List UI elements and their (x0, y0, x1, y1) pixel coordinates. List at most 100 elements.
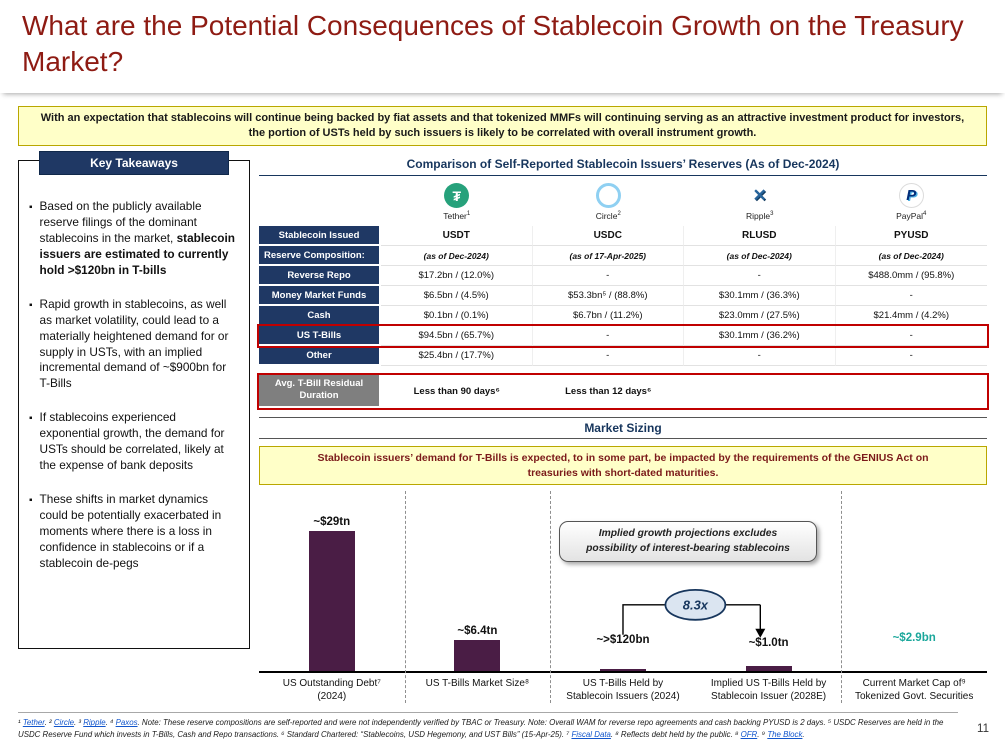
footnote-link[interactable]: Tether (22, 718, 45, 728)
issuer-name: PayPal4 (896, 211, 927, 222)
table-cell (684, 375, 836, 408)
table-cell: - (835, 326, 987, 347)
bar-value-label: ~$2.9bn (892, 632, 936, 645)
row-label: Cash (259, 306, 379, 325)
main-column: Comparison of Self-Reported Stablecoin I… (259, 154, 987, 704)
table-cell: $23.0mm / (27.5%) (684, 306, 836, 327)
table-cell: - (835, 346, 987, 367)
footnote-text: ¹ (18, 718, 23, 728)
row-label: US T-Bills (259, 326, 379, 345)
bullet-icon: ▪ (29, 413, 33, 425)
table-cell: (as of Dec-2024) (684, 246, 836, 267)
chart-category: ~>$120bn (550, 634, 696, 672)
page-title: What are the Potential Consequences of S… (22, 10, 964, 78)
bar (745, 666, 792, 672)
row-other: Other $25.4bn / (17.7%) - - - (259, 346, 987, 367)
reserves-table: Stablecoin Issued USDT USDC RLUSD PYUSD Reser… (259, 226, 987, 408)
circle-icon (595, 183, 621, 209)
row-reverse-repo: Reverse Repo $17.2bn / (12.0%) - - $488.0mm … (259, 266, 987, 287)
bar (308, 531, 355, 672)
chart-divider (841, 491, 843, 704)
table-cell: $6.5bn / (4.5%) (381, 286, 533, 307)
footnote-link[interactable]: Paxos (115, 718, 138, 728)
row-cash: Cash $0.1bn / (0.1%) $6.7bn / (11.2%) $23.0… (259, 306, 987, 327)
table-cell: (as of Dec-2024) (381, 246, 533, 267)
issuer-header: Circle2 (533, 183, 685, 221)
footnote-link[interactable]: The Block (767, 729, 803, 739)
growth-projection-callout: Implied growth projections excludes poss… (559, 521, 817, 562)
footnote-text: . Note: These reserve compositions are s… (18, 718, 944, 739)
table-cell: PYUSD (835, 226, 987, 247)
chart-divider (404, 491, 406, 704)
tether-icon: ₮ (444, 183, 470, 209)
footnote-text: . ² (44, 718, 54, 728)
row-label: Avg. T-Bill Residual Duration (259, 375, 379, 406)
takeaway-text: If stablecoins experienced exponential g… (39, 410, 225, 473)
takeaway-text: These shifts in market dynamics could be… (39, 491, 222, 570)
bullet-icon: ▪ (29, 202, 33, 214)
row-label: Stablecoin Issued (259, 226, 379, 245)
table-cell: USDC (532, 226, 684, 247)
row-label: Money Market Funds (259, 286, 379, 305)
row-stablecoin-issued: Stablecoin Issued USDT USDC RLUSD PYUSD (259, 226, 987, 247)
table-cell: $0.1bn / (0.1%) (381, 306, 533, 327)
page-number: 11 (977, 723, 989, 735)
key-takeaways-header: Key Takeaways (39, 151, 229, 176)
footnote-text: . ³ (74, 718, 84, 728)
table-cell: - (684, 346, 836, 367)
key-takeaways-panel: Key Takeaways ▪ Based on the publicly ava… (18, 151, 250, 650)
chart-category-label: US Outstanding Debt⁷ (2024) (282, 678, 381, 703)
row-money-market-funds: Money Market Funds $6.5bn / (4.5%) $53.3bn… (259, 286, 987, 307)
chart-category-label: US T-Bills Market Size⁸ (425, 678, 530, 690)
footnote-link[interactable]: OFR (740, 729, 758, 739)
table-cell: $6.7bn / (11.2%) (532, 306, 684, 327)
bar (454, 640, 501, 672)
footnote-link[interactable]: Fiscal Data (571, 729, 611, 739)
issuer-name: Ripple3 (746, 211, 774, 222)
table-cell: $94.5bn / (65.7%) (381, 326, 533, 347)
slide-header: What are the Potential Consequences of S… (0, 0, 1005, 93)
issuer-name: Circle2 (595, 211, 621, 222)
issuer-row-spacer (259, 183, 381, 221)
footnotes: ¹ Tether. ² Circle. ³ Ripple. ⁴ Paxos. N… (18, 712, 958, 740)
footnote-text: . (802, 729, 805, 739)
issuer-icons-row: ₮ Tether1 Circle2 ✕ Ripple3 P PayPal4 (259, 176, 987, 226)
table-cell: $30.1mm / (36.3%) (684, 286, 836, 307)
footnote-link[interactable]: Circle (53, 718, 75, 728)
table-cell: - (684, 266, 836, 287)
expectation-banner: With an expectation that stablecoins wil… (18, 105, 987, 147)
chart-category: ~$29tn (259, 516, 405, 672)
table-cell: $30.1mm / (36.2%) (684, 326, 836, 347)
bar-value-label: ~$29tn (313, 516, 351, 529)
bullet-icon: ▪ (29, 494, 33, 506)
table-cell: (as of Dec-2024) (835, 246, 987, 267)
table-cell: RLUSD (684, 226, 836, 247)
table-cell: Less than 90 days⁶ (381, 375, 533, 408)
table-cell: $488.0mm / (95.8%) (835, 266, 987, 287)
takeaway-item: ▪ If stablecoins experienced exponential … (29, 410, 239, 474)
table-cell: $17.2bn / (12.0%) (381, 266, 533, 287)
bullet-icon: ▪ (29, 299, 33, 311)
issuer-header: P PayPal4 (836, 183, 988, 221)
table-cell: $53.3bn⁵ / (88.8%) (532, 286, 684, 307)
bar (599, 669, 646, 672)
row-label: Other (259, 346, 379, 365)
genius-act-banner: Stablecoin issuers’ demand for T-Bills i… (259, 445, 987, 486)
paypal-icon: P (898, 183, 924, 209)
bar-value-label: ~$1.0tn (748, 637, 789, 650)
issuer-header: ✕ Ripple3 (684, 183, 836, 221)
issuer-header: ₮ Tether1 (381, 183, 533, 221)
ripple-icon: ✕ (747, 183, 773, 209)
footnote-text: . ⁹ (757, 729, 768, 739)
row-us-t-bills: US T-Bills $94.5bn / (65.7%) - $30.1mm / (3… (259, 326, 987, 347)
table-cell: - (532, 326, 684, 347)
chart-divider (550, 491, 552, 704)
footnote-link[interactable]: Ripple (83, 718, 106, 728)
chart-bars-area: ~$29tn ~$6.4tn ~>$120bn ~$1.0tn ~$2.9bn (259, 491, 987, 674)
table-cell: Less than 12 days⁶ (532, 375, 684, 408)
chart-category-label: Current Market Cap of⁹ Tokenized Govt. S… (854, 678, 974, 703)
table-cell: - (532, 266, 684, 287)
table-cell: (as of 17-Apr-2025) (532, 246, 684, 267)
bar-value-label: ~>$120bn (596, 634, 650, 647)
